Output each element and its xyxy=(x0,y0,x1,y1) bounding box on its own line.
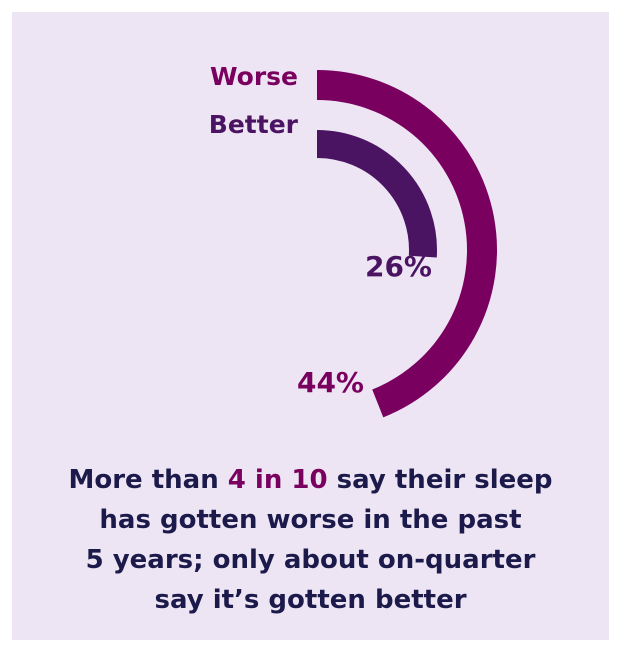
chart-card: Worse Better 26% 44% More than 4 in 10 s… xyxy=(12,12,609,640)
caption: More than 4 in 10 say their sleep has go… xyxy=(12,460,609,620)
caption-line-1: More than 4 in 10 say their sleep xyxy=(12,460,609,500)
caption-line-2: has gotten worse in the past xyxy=(99,505,522,535)
legend-better: Better xyxy=(209,110,299,139)
caption-line-4: say it’s gotten better xyxy=(154,585,467,615)
better-value-label: 26% xyxy=(365,250,432,283)
caption-highlight: 4 in 10 xyxy=(227,465,328,495)
legend-worse: Worse xyxy=(210,62,298,91)
better-arc xyxy=(316,130,437,258)
radial-bar-chart: Worse Better 26% 44% xyxy=(209,62,497,418)
worse-arc xyxy=(316,70,497,418)
caption-line-3: 5 years; only about on-quarter xyxy=(85,545,536,575)
worse-value-label: 44% xyxy=(297,366,364,399)
caption-line-1-post: say their sleep xyxy=(336,465,553,495)
caption-line-1-pre: More than xyxy=(68,465,219,495)
